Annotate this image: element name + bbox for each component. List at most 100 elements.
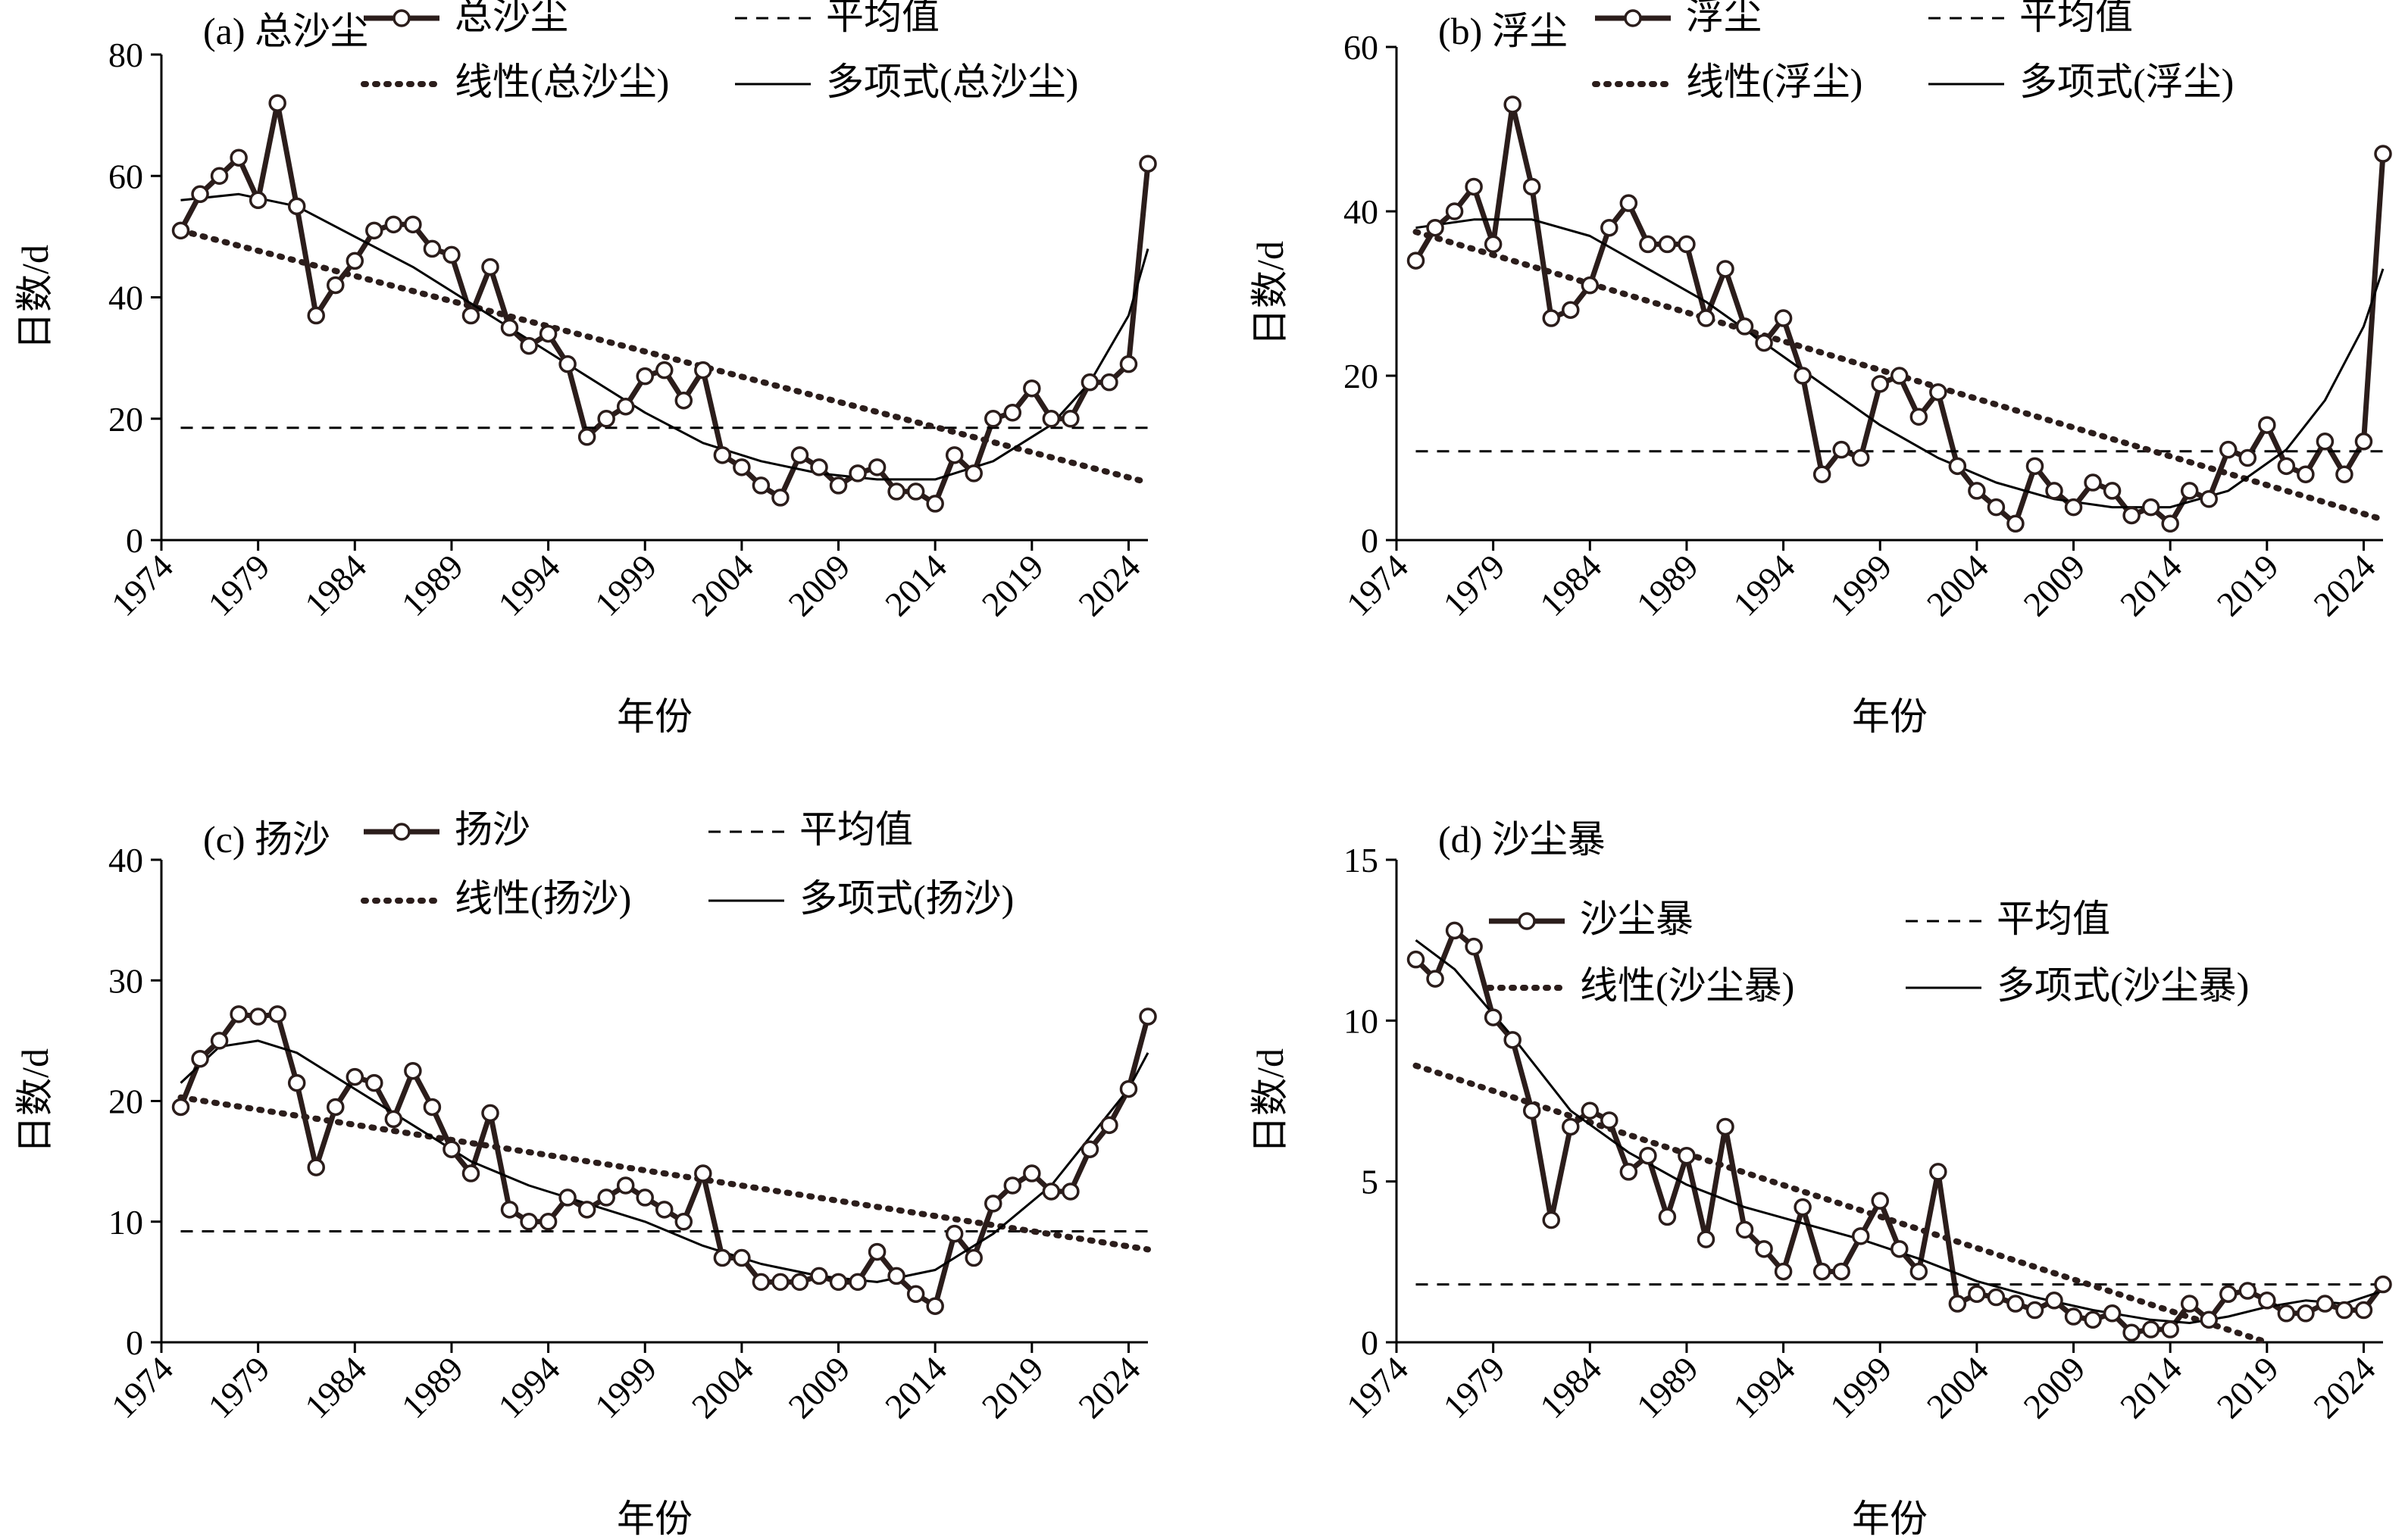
data-point — [965, 1248, 983, 1267]
y-tick-label: 30 — [108, 961, 143, 1000]
data-point — [1909, 408, 1928, 426]
x-tick-label: 1984 — [297, 1349, 374, 1426]
legend-label: 平均值 — [2019, 0, 2133, 37]
x-axis-title: 年份 — [617, 1498, 693, 1540]
data-point — [887, 483, 905, 501]
x-tick-label: 2019 — [2210, 1349, 2286, 1426]
legend-label: 平均值 — [799, 808, 913, 851]
data-point — [1619, 194, 1638, 212]
data-point — [616, 397, 635, 416]
data-point — [674, 1213, 693, 1231]
observed-series — [1413, 102, 2386, 526]
y-tick-label: 20 — [108, 1082, 143, 1121]
data-point — [1619, 1163, 1638, 1181]
x-tick-label: 2004 — [684, 547, 761, 623]
legend-label: 多项式(扬沙) — [799, 877, 1014, 920]
y-axis-title: 日数/d — [14, 245, 56, 350]
data-point — [2374, 1275, 2392, 1294]
data-point — [2297, 465, 2315, 483]
data-point — [577, 1201, 596, 1219]
data-point — [2045, 482, 2063, 500]
data-point — [1948, 1295, 1967, 1313]
data-point — [1542, 309, 1560, 327]
legend-label: 平均值 — [1997, 898, 2110, 940]
data-point — [461, 1164, 480, 1182]
x-tick-label: 1984 — [1532, 547, 1609, 623]
data-point — [1968, 1285, 1986, 1304]
data-point — [694, 1164, 712, 1182]
polynomial-trend — [180, 192, 1149, 481]
data-point — [1542, 1210, 1560, 1229]
data-point — [2374, 145, 2392, 163]
y-tick-label: 60 — [1343, 28, 1378, 67]
data-point — [2316, 1295, 2335, 1313]
data-point — [268, 94, 286, 112]
data-point — [2335, 465, 2353, 483]
data-point — [655, 361, 674, 380]
data-point — [365, 221, 383, 240]
data-point — [384, 215, 403, 234]
y-tick-label: 40 — [108, 841, 143, 879]
data-point — [1062, 1182, 1080, 1201]
legend-marker — [392, 823, 411, 841]
data-point — [733, 458, 751, 476]
x-tick-label: 2009 — [780, 1349, 857, 1426]
data-point — [1851, 448, 1870, 467]
data-point — [2238, 1282, 2257, 1300]
y-tick-label: 20 — [1343, 357, 1378, 395]
data-point — [1119, 355, 1138, 373]
data-point — [520, 336, 538, 355]
data-point — [2219, 1285, 2238, 1304]
data-point — [558, 355, 577, 373]
data-point — [210, 167, 229, 185]
data-point — [1600, 1111, 1618, 1129]
data-point — [868, 458, 887, 476]
data-point — [1735, 317, 1754, 336]
x-axis-title: 年份 — [1852, 695, 1928, 738]
x-tick-label: 1989 — [1629, 547, 1706, 623]
x-tick-label: 1994 — [491, 1349, 568, 1426]
data-point — [443, 1140, 461, 1158]
data-point — [327, 1098, 345, 1117]
data-point — [2025, 1301, 2044, 1320]
data-point — [481, 258, 499, 276]
y-tick-label: 80 — [108, 36, 143, 74]
data-point — [1774, 309, 1793, 327]
data-point — [1406, 950, 1425, 969]
data-point — [1755, 1240, 1773, 1258]
x-tick-label: 2014 — [2113, 547, 2189, 623]
data-point — [1562, 301, 1580, 319]
polynomial-trend — [1415, 218, 2385, 509]
data-point — [1445, 921, 1464, 940]
data-point — [713, 446, 732, 464]
data-point — [849, 464, 867, 483]
y-tick-label: 15 — [1343, 841, 1378, 879]
data-point — [1774, 1262, 1793, 1281]
x-tick-label: 1979 — [201, 547, 277, 623]
data-point — [500, 318, 519, 337]
x-tick-label: 2009 — [2016, 1349, 2092, 1426]
data-point — [2006, 1295, 2025, 1313]
data-point — [230, 148, 248, 167]
data-point — [810, 1267, 828, 1285]
chart-panel-b: 0 20 40 60 1974 1979 1984 1989 1994 1999 2004 2009 2… — [1249, 0, 2392, 738]
y-tick-label: 0 — [126, 1323, 143, 1362]
data-point — [1987, 1288, 2006, 1307]
data-point — [2141, 1320, 2160, 1339]
y-tick-label: 10 — [1343, 1001, 1378, 1040]
data-point — [1062, 410, 1080, 428]
data-point — [481, 1104, 499, 1123]
x-tick-label: 2014 — [877, 547, 954, 623]
data-point — [1794, 1198, 1812, 1217]
data-point — [1042, 410, 1061, 428]
y-tick-label: 5 — [1361, 1163, 1378, 1201]
x-tick-label: 2019 — [974, 547, 1051, 623]
data-point — [1003, 1176, 1022, 1195]
panel-title: (a) 总沙尘 — [203, 10, 368, 52]
legend-label: 线性(扬沙) — [455, 877, 631, 920]
data-point — [558, 1189, 577, 1207]
data-point — [171, 1098, 190, 1117]
data-point — [790, 1273, 809, 1292]
data-point — [616, 1176, 635, 1195]
